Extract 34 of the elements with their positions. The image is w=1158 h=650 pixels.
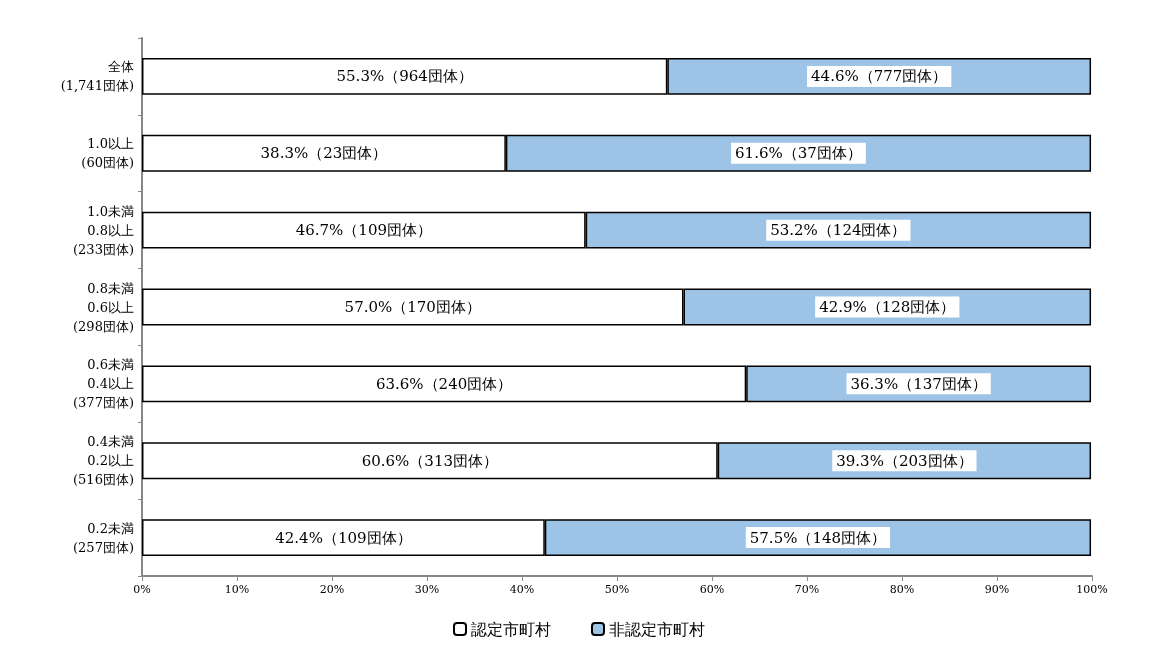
- x-tick-label: 20%: [319, 583, 345, 596]
- y-tick-label: 0.6未満 0.4以上 (377団体): [73, 357, 134, 411]
- legend-label: 認定市町村: [471, 619, 551, 639]
- x-tick-label: 80%: [889, 583, 915, 596]
- data-label: 46.7%（109団体）: [295, 221, 432, 240]
- x-tick-label: 70%: [794, 583, 820, 596]
- x-tick-label: 100%: [1076, 583, 1108, 596]
- data-label: 36.3%（137団体）: [850, 374, 987, 393]
- data-label: 42.4%（109団体）: [275, 528, 412, 547]
- x-tick-label: 50%: [604, 583, 630, 596]
- data-label: 42.9%（128団体）: [819, 298, 956, 316]
- y-tick-label: 全体 (1,741団体): [60, 59, 134, 94]
- y-tick-label: 0.2未満 (257団体): [73, 520, 134, 555]
- y-tick-label: 1.0以上 (60団体): [81, 136, 134, 171]
- legend-label: 非認定市町村: [609, 619, 705, 639]
- data-label: 57.0%（170団体）: [344, 298, 481, 316]
- y-tick-label: 0.4未満 0.2以上 (516団体): [73, 434, 134, 488]
- x-tick-label: 40%: [509, 583, 535, 596]
- data-label: 53.2%（124団体）: [770, 221, 907, 240]
- x-tick-label: 90%: [984, 583, 1010, 596]
- data-label: 60.6%（313団体）: [361, 451, 498, 470]
- data-label: 57.5%（148団体）: [749, 528, 887, 547]
- y-tick-label: 0.8未満 0.6以上 (298団体): [73, 280, 134, 334]
- data-label: 44.6%（777団体）: [811, 67, 948, 86]
- x-tick-label: 10%: [224, 583, 250, 596]
- x-tick-label: 0%: [133, 583, 151, 596]
- data-label: 63.6%（240団体）: [375, 374, 513, 393]
- data-label: 55.3%（964団体）: [336, 67, 473, 86]
- x-tick-label: 30%: [414, 583, 440, 596]
- data-label: 38.3%（23団体）: [260, 144, 388, 163]
- data-label: 39.3%（203団体）: [836, 451, 973, 470]
- data-label: 61.6%（37団体）: [735, 144, 862, 163]
- x-tick-label: 60%: [699, 583, 725, 596]
- y-tick-label: 1.0未満 0.8以上 (233団体): [73, 203, 134, 257]
